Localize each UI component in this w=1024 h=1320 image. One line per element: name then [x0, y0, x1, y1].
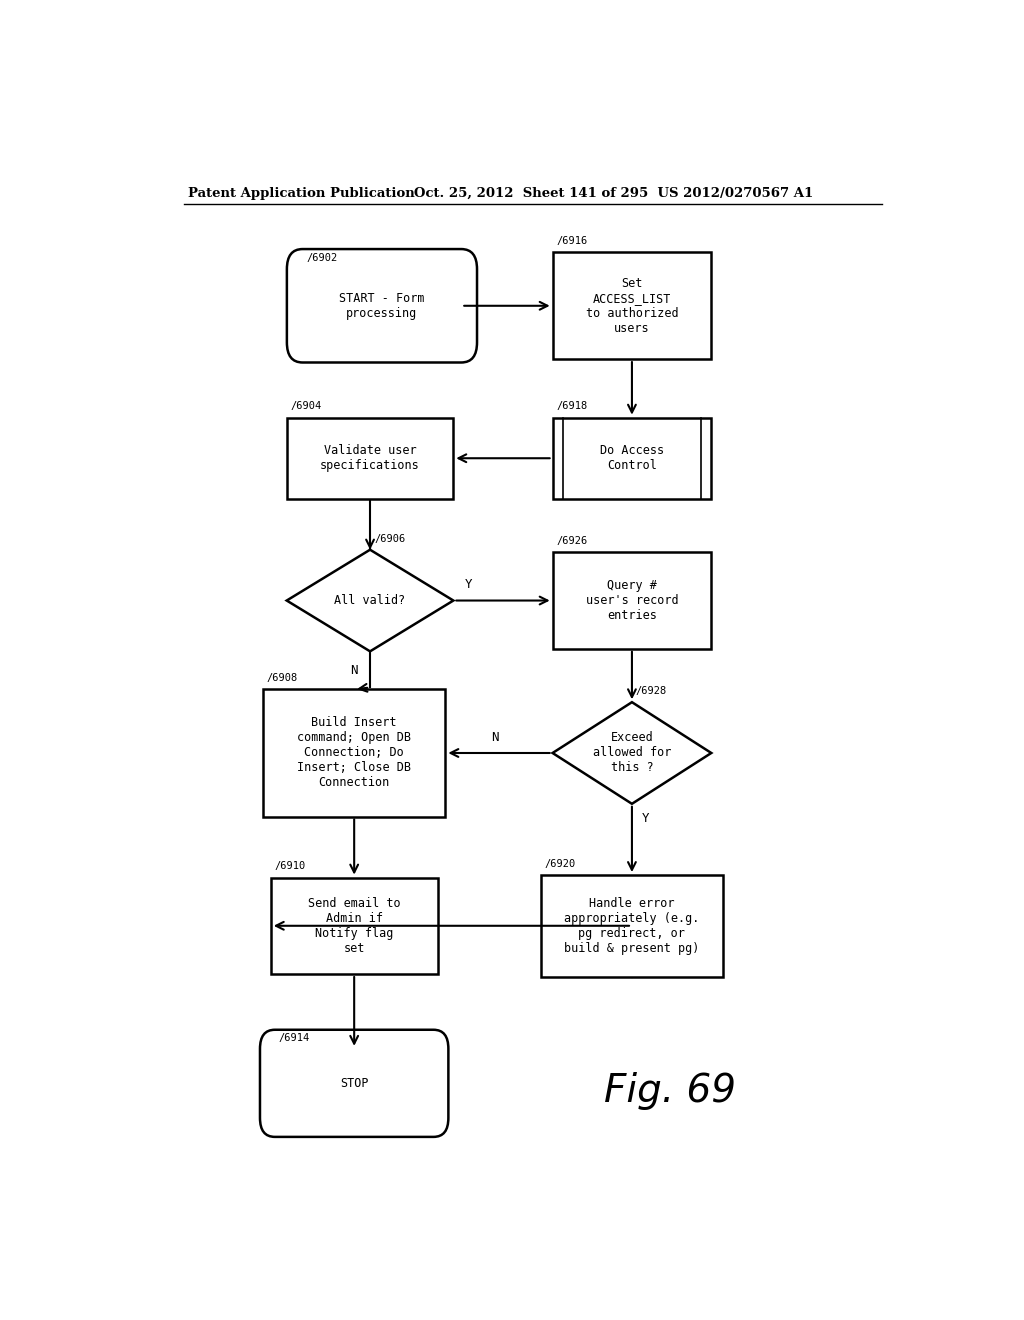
Polygon shape — [553, 702, 712, 804]
Text: Set
ACCESS_LIST
to authorized
users: Set ACCESS_LIST to authorized users — [586, 277, 678, 335]
Text: START - Form
processing: START - Form processing — [339, 292, 425, 319]
Bar — [553, 552, 712, 649]
Text: /6904: /6904 — [291, 401, 322, 412]
Bar — [263, 689, 445, 817]
Text: N: N — [350, 664, 357, 677]
Text: Validate user
specifications: Validate user specifications — [321, 445, 420, 473]
Text: /6926: /6926 — [557, 536, 588, 546]
Text: /6914: /6914 — [279, 1032, 310, 1043]
Text: /6908: /6908 — [267, 673, 298, 684]
Text: /6910: /6910 — [274, 862, 306, 871]
Text: STOP: STOP — [340, 1077, 369, 1090]
Text: Patent Application Publication: Patent Application Publication — [187, 187, 415, 199]
Text: /6928: /6928 — [636, 686, 668, 696]
Bar — [553, 417, 712, 499]
Text: All valid?: All valid? — [335, 594, 406, 607]
Text: Y: Y — [465, 578, 473, 591]
Text: Oct. 25, 2012  Sheet 141 of 295  US 2012/0270567 A1: Oct. 25, 2012 Sheet 141 of 295 US 2012/0… — [414, 187, 813, 199]
FancyBboxPatch shape — [287, 249, 477, 363]
Bar — [287, 417, 454, 499]
FancyBboxPatch shape — [260, 1030, 449, 1137]
Text: Y: Y — [641, 812, 649, 825]
Polygon shape — [287, 549, 454, 651]
Bar — [270, 878, 437, 974]
Text: Query #
user's record
entries: Query # user's record entries — [586, 579, 678, 622]
Text: Handle error
appropriately (e.g.
pg redirect, or
build & present pg): Handle error appropriately (e.g. pg redi… — [564, 896, 699, 954]
Bar — [541, 875, 723, 977]
Text: Exceed
allowed for
this ?: Exceed allowed for this ? — [593, 731, 671, 775]
Text: Send email to
Admin if
Notify flag
set: Send email to Admin if Notify flag set — [308, 896, 400, 954]
Text: Fig. 69: Fig. 69 — [604, 1072, 736, 1110]
Text: /6906: /6906 — [374, 533, 406, 544]
Text: N: N — [492, 731, 499, 743]
Text: /6920: /6920 — [545, 859, 575, 869]
Bar — [553, 252, 712, 359]
Text: /6918: /6918 — [557, 401, 588, 412]
Text: /6902: /6902 — [306, 253, 338, 263]
Text: /6916: /6916 — [557, 236, 588, 247]
Text: Build Insert
command; Open DB
Connection; Do
Insert; Close DB
Connection: Build Insert command; Open DB Connection… — [297, 717, 412, 789]
Text: Do Access
Control: Do Access Control — [600, 445, 664, 473]
